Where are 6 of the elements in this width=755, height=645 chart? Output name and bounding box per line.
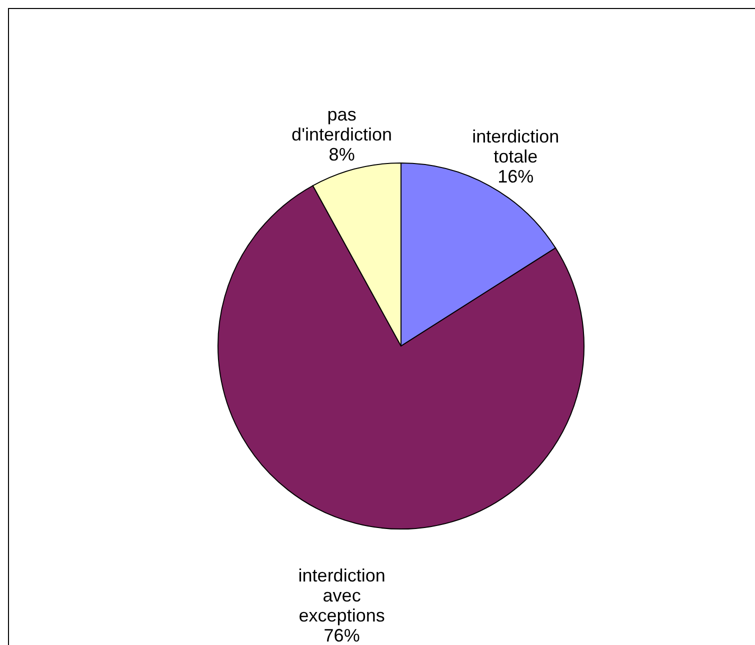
slice-label: interdiction avec exceptions (298, 566, 386, 626)
data-label: 76% (324, 626, 360, 645)
slice-label: interdiction totale (472, 126, 560, 166)
data-label: 16% (498, 166, 534, 186)
data-label: 8% (328, 144, 355, 164)
slice-label: pas d'interdiction (292, 104, 392, 144)
